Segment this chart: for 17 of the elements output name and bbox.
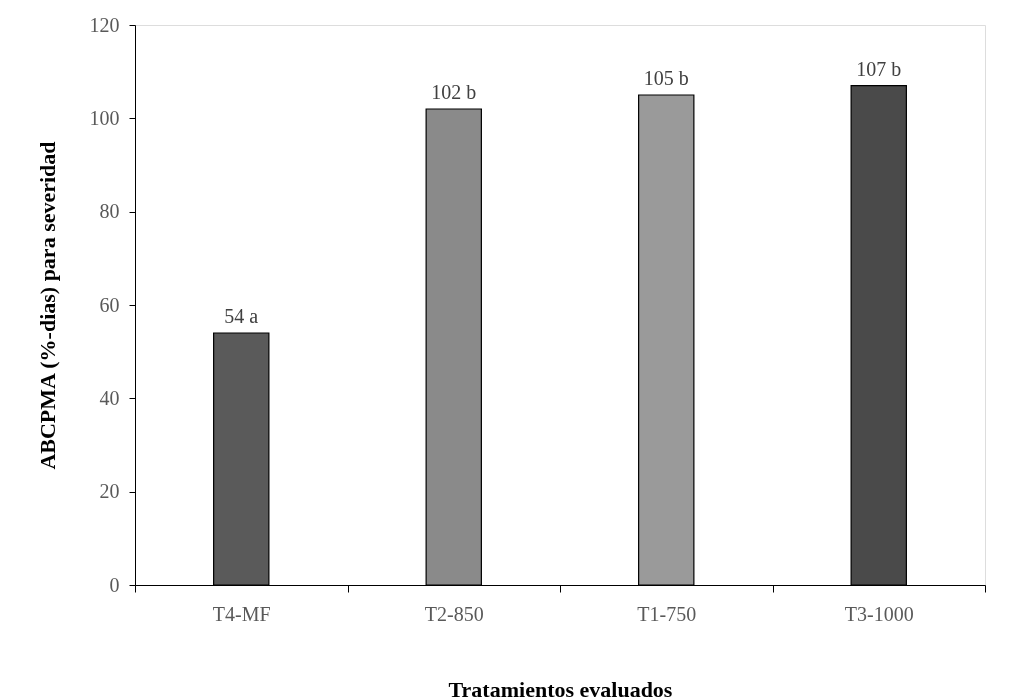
y-tick-label: 0 — [109, 573, 120, 596]
data-label: 54 a — [224, 305, 259, 327]
y-tick-label: 120 — [89, 13, 120, 36]
y-tick-label: 60 — [99, 293, 120, 316]
y-axis-title: ABCPMA (%-dias) para severidad — [34, 141, 60, 470]
data-label: 107 b — [856, 57, 902, 80]
x-tick-label: T1-750 — [637, 602, 697, 625]
x-tick-label: T3-1000 — [844, 602, 914, 625]
data-label: 105 b — [643, 67, 689, 89]
data-label: 102 b — [431, 81, 477, 103]
x-tick-label: T4-MF — [212, 602, 271, 625]
y-tick-label: 40 — [99, 386, 120, 409]
x-tick-label: T2-850 — [424, 602, 484, 625]
y-tick-label: 20 — [99, 480, 120, 503]
y-tick-label: 100 — [89, 106, 120, 129]
y-tick-label: 80 — [99, 200, 120, 223]
x-axis-title: Tratamientos evaluados — [448, 676, 673, 700]
